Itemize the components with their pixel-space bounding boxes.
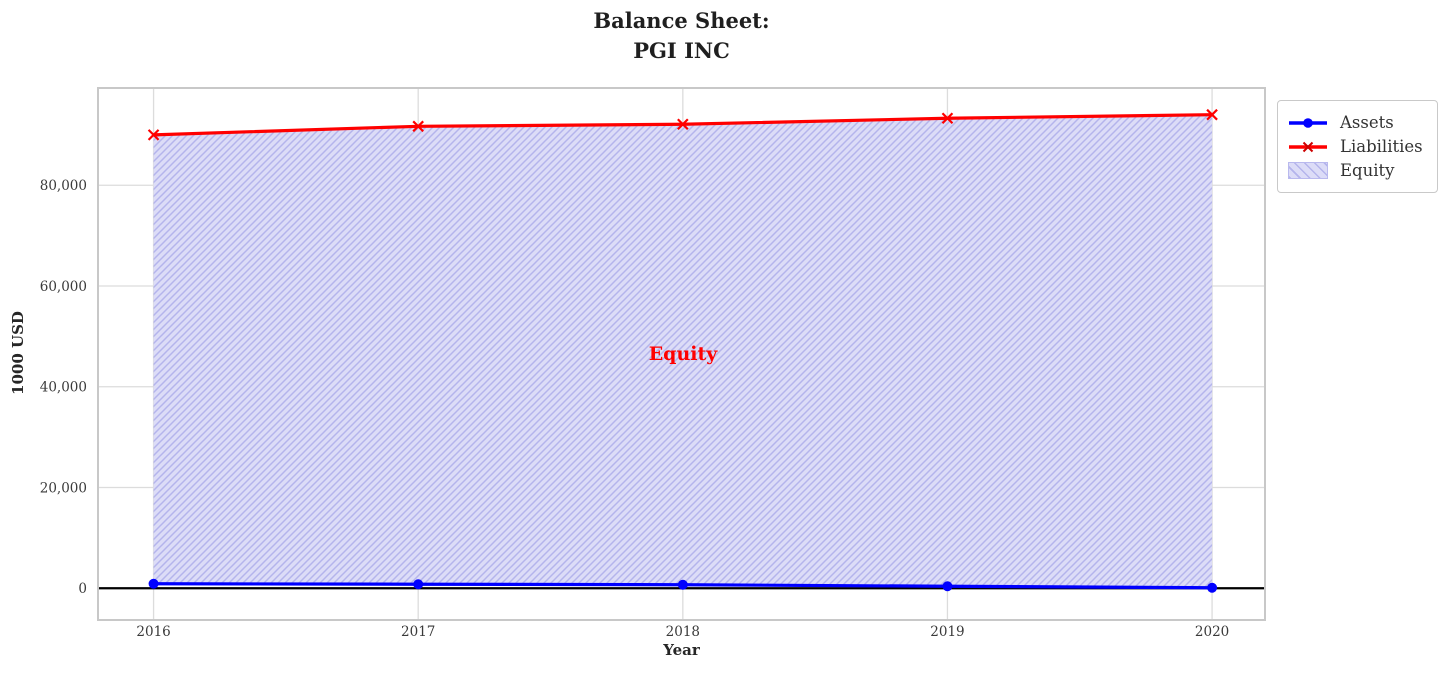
x-tick-label: 2017 [401, 624, 435, 640]
y-tick-label: 40,000 [40, 380, 87, 396]
plot-border [97, 87, 1266, 621]
y-tick-label: 60,000 [40, 279, 87, 295]
assets-marker [677, 579, 688, 590]
equity-hatch-icon [1288, 162, 1328, 179]
legend-item-liabilities: Liabilities [1288, 137, 1423, 156]
legend-item-assets: Assets [1288, 113, 1423, 132]
x-tick-label: 2018 [666, 624, 700, 640]
legend-label-equity: Equity [1340, 161, 1395, 180]
legend-label-liabilities: Liabilities [1340, 137, 1423, 156]
equity-area-annotation: Equity [648, 343, 718, 365]
assets-marker [1207, 582, 1218, 593]
assets-marker [148, 578, 159, 589]
x-tick-label: 2020 [1195, 624, 1229, 640]
liabilities-marker [1206, 108, 1218, 121]
legend: Assets Liabilities Equity [1277, 100, 1438, 193]
chart-title: Balance Sheet: PGI INC [593, 8, 770, 64]
liabilities-line-icon [1289, 141, 1327, 152]
y-tick-label: 80,000 [40, 178, 87, 194]
liabilities-marker [412, 120, 424, 133]
y-tick-label: 20,000 [40, 480, 87, 496]
legend-label-assets: Assets [1340, 113, 1394, 132]
liabilities-marker [941, 112, 954, 125]
liabilities-marker [147, 129, 160, 141]
x-tick-label: 2016 [136, 624, 170, 640]
assets-marker [942, 581, 953, 592]
assets-marker [413, 579, 424, 590]
y-tick-label: 0 [78, 581, 87, 597]
assets-line-icon [1289, 117, 1327, 128]
equity-area-hatch [153, 114, 1213, 588]
liabilities-marker [677, 118, 689, 131]
y-axis-label: 1000 USD [9, 311, 27, 395]
x-axis-label: Year [663, 641, 700, 659]
x-tick-label: 2019 [930, 624, 964, 640]
legend-item-equity: Equity [1288, 161, 1423, 180]
